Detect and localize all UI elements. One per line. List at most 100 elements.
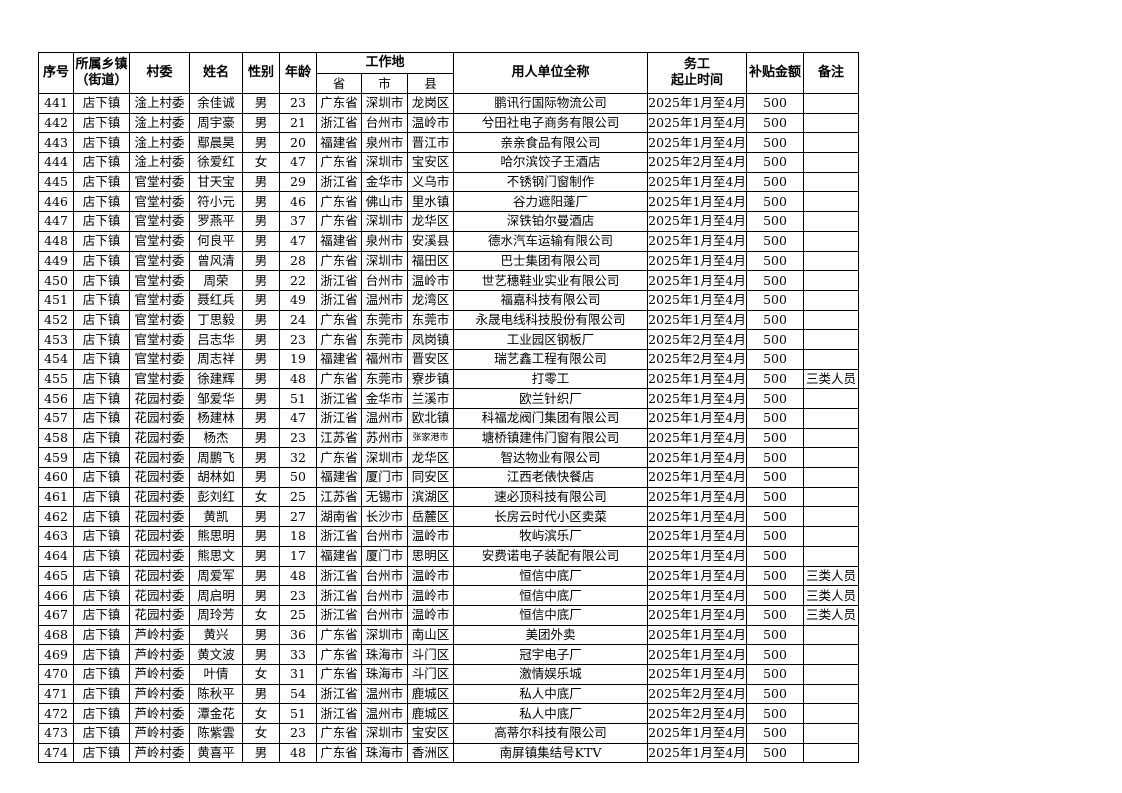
header-seq: 序号 [38,52,74,94]
cell-employer: 冠宇电子厂 [453,644,649,665]
table-row: 472 店下镇 芦岭村委 潭金花女 51 浙江省 温州市 鹿城区 私人中底厂 2025年2月至4月… [38,703,860,724]
cell-gender: 女 [242,604,280,626]
table-row: 447 店下镇 官堂村委 罗燕平男 37 广东省 深圳市 龙华区 深铁铂尔曼酒店 2025年1月至… [38,211,860,232]
cell-gender: 男 [242,270,280,291]
cell-city: 金华市 [361,388,408,409]
cell-village: 官堂村委 [129,368,190,390]
cell-gender: 男 [242,683,280,705]
cell-name: 罗燕平 [189,211,243,232]
cell-subsidy: 500 [746,467,805,488]
table-row: 461 店下镇 花园村委 彭刘红女 25 江苏省 无锡市 滨湖区 速必顶科技有限公司 2025年1… [38,486,860,508]
cell-name: 丁思毅 [189,309,243,331]
cell-period: 2025年2月至4月 [647,329,748,350]
cell-seq: 471 [38,683,74,705]
table-row: 446 店下镇 官堂村委 符小元男 46 广东省 佛山市 里水镇 谷力遮阳蓬厂 2025年1月至4… [38,191,860,213]
cell-village: 官堂村委 [129,329,190,350]
cell-province: 广东省 [316,624,362,646]
cell-city: 无锡市 [361,486,408,508]
cell-subsidy: 500 [746,191,805,213]
cell-county: 宝安区 [406,723,455,744]
cell-remark: 三类人员 [803,585,860,606]
cell-county: 凤岗镇 [406,329,455,350]
cell-seq: 448 [38,230,74,252]
cell-gender: 女 [242,723,280,744]
cell-town: 店下镇 [73,663,130,685]
cell-age: 23 [279,723,317,744]
cell-province: 浙江省 [316,408,362,429]
cell-province: 广东省 [316,191,362,213]
cell-age: 48 [279,742,317,764]
cell-subsidy: 500 [746,585,805,606]
cell-city: 佛山市 [361,191,408,213]
cell-town: 店下镇 [73,329,130,350]
cell-seq: 460 [38,467,74,488]
cell-period: 2025年1月至4月 [647,663,748,685]
cell-city: 东莞市 [361,329,408,350]
cell-province: 江苏省 [316,486,362,508]
cell-city: 深圳市 [361,93,408,114]
cell-subsidy: 500 [746,152,805,173]
cell-period: 2025年1月至4月 [647,604,748,626]
header-gender: 性别 [242,52,280,94]
cell-gender: 女 [242,486,280,508]
cell-village: 官堂村委 [129,270,190,291]
cell-seq: 463 [38,526,74,547]
cell-village: 花园村委 [129,388,190,409]
cell-city: 珠海市 [361,742,408,764]
cell-town: 店下镇 [73,191,130,213]
cell-age: 54 [279,683,317,705]
cell-subsidy: 500 [746,270,805,291]
table-row: 441 店下镇 淦上村委 余佳诚男 23 广东省 深圳市 龙岗区 鹏讯行国际物流公司 2025年1… [38,93,860,114]
cell-province: 广东省 [316,723,362,744]
table-row: 464 店下镇 花园村委 熊思文男 17 福建省 厦门市 思明区 安费诺电子装配有限公司 2025… [38,545,860,567]
cell-seq: 458 [38,427,74,449]
cell-name: 黄文波 [189,644,243,665]
table-row: 456 店下镇 花园村委 邹爱华男 51 浙江省 金华市 兰溪市 欧兰针织厂 2025年1月至4月… [38,388,860,409]
cell-gender: 男 [242,742,280,764]
cell-province: 浙江省 [316,585,362,606]
cell-age: 23 [279,329,317,350]
header-province: 省 [316,73,362,94]
cell-county: 温岭市 [406,526,455,547]
cell-subsidy: 500 [746,93,805,114]
cell-remark [803,624,860,646]
cell-province: 福建省 [316,348,362,370]
cell-subsidy: 500 [746,289,805,311]
table-row: 457 店下镇 花园村委 杨建林男 47 浙江省 温州市 欧北镇 科福龙阀门集团有限公司 2025… [38,408,860,429]
header-town: 所属乡镇 （街道） [73,52,130,94]
cell-village: 花园村委 [129,427,190,449]
cell-province: 浙江省 [316,112,362,134]
cell-period: 2025年2月至4月 [647,152,748,173]
cell-gender: 男 [242,289,280,311]
cell-province: 湖南省 [316,506,362,528]
cell-name: 黄喜平 [189,742,243,764]
cell-province: 浙江省 [316,171,362,193]
cell-name: 叶倩 [189,663,243,685]
cell-subsidy: 500 [746,112,805,134]
cell-seq: 449 [38,250,74,272]
cell-county: 岳麓区 [406,506,455,528]
cell-name: 周启明 [189,585,243,606]
header-period-text: 务工 起止时间 [671,57,724,88]
cell-name: 熊思明 [189,526,243,547]
cell-province: 浙江省 [316,565,362,587]
cell-town: 店下镇 [73,467,130,488]
cell-subsidy: 500 [746,545,805,567]
cell-village: 官堂村委 [129,309,190,331]
cell-subsidy: 500 [746,644,805,665]
cell-period: 2025年1月至4月 [647,112,748,134]
cell-name: 徐爱红 [189,152,243,173]
cell-gender: 女 [242,663,280,685]
cell-city: 珠海市 [361,644,408,665]
cell-province: 浙江省 [316,703,362,724]
cell-name: 熊思文 [189,545,243,567]
cell-town: 店下镇 [73,270,130,291]
cell-seq: 465 [38,565,74,587]
cell-remark [803,132,860,154]
cell-employer: 速必顶科技有限公司 [453,486,649,508]
cell-village: 官堂村委 [129,289,190,311]
cell-subsidy: 500 [746,526,805,547]
cell-subsidy: 500 [746,329,805,350]
cell-remark [803,742,860,764]
cell-town: 店下镇 [73,211,130,232]
